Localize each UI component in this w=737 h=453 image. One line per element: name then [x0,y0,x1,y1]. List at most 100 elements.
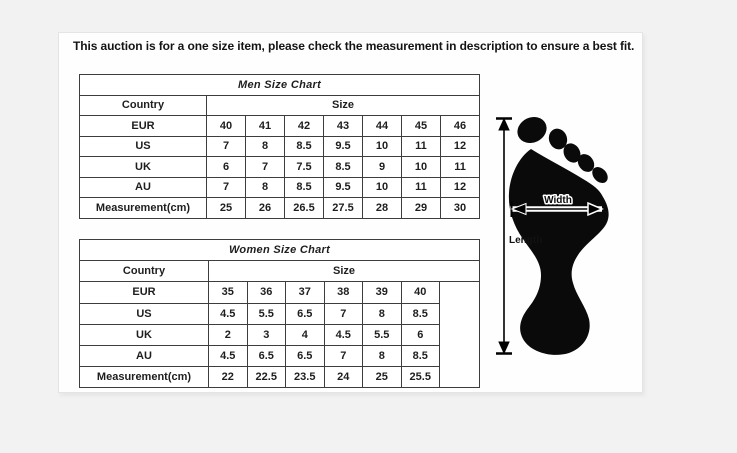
size-cell: 22.5 [246,366,286,389]
row-label: AU [79,176,207,198]
size-cell: 6 [206,156,246,178]
row-label: UK [79,323,209,346]
table-header-row: Country Size [79,94,481,116]
size-cell: 5.5 [246,302,286,325]
size-cell: 40 [206,115,246,137]
size-cell: 6.5 [285,302,325,325]
content-card: This auction is for a one size item, ple… [58,32,643,393]
width-label: Width [544,195,572,206]
size-cell: 8.5 [400,344,440,368]
size-cell: 12 [439,135,481,157]
size-cell: 23.5 [285,366,325,389]
size-cell: 10 [401,156,441,178]
country-header: Country [79,94,207,116]
size-cell: 35 [208,281,248,304]
size-cell: 12 [439,176,481,198]
size-cell: 37 [285,281,325,304]
size-cell: 9.5 [323,176,363,198]
size-cell: 25 [206,197,246,219]
size-cell: 7 [323,302,363,325]
size-cell: 7 [245,156,285,178]
table-row: EUR 35 36 37 38 39 40 [79,281,481,389]
size-cell: 7 [323,344,363,368]
size-cell: 44 [362,115,402,137]
country-header: Country [79,260,209,283]
row-label: Measurement(cm) [79,197,207,219]
size-cell: 7 [206,176,246,198]
size-cell: 9 [362,156,402,178]
size-cell: 7.5 [284,156,324,178]
size-cell: 25.5 [400,366,440,389]
size-cell: 8 [362,344,402,368]
size-cell: 8.5 [284,135,324,157]
length-arrow [496,117,512,355]
size-cell: 6 [400,323,440,346]
row-label: EUR [79,115,207,137]
width-arrow [510,201,604,217]
table-row: US 7 8 8.5 9.5 10 11 12 [79,135,481,157]
row-label: US [79,135,207,157]
size-cell: 30 [439,197,481,219]
table-title-row: Men Size Chart [78,74,481,96]
size-cell: 8.5 [323,156,363,178]
size-cell: 5.5 [362,323,402,346]
size-cell: 8 [245,135,285,157]
size-cell: 36 [246,281,286,304]
footprint-icon [508,117,609,355]
women-chart-title: Women Size Chart [78,238,481,262]
table-row: Measurement(cm) 22 22.5 23.5 24 25 25.5 [79,366,480,389]
size-cell: 39 [362,281,402,304]
size-cell: 9.5 [323,135,363,157]
size-cell: 26.5 [284,197,324,219]
empty-cell [438,281,481,389]
size-cell: 10 [362,135,402,157]
size-cell: 24 [323,366,363,389]
table-row: AU 7 8 8.5 9.5 10 11 12 [79,176,481,198]
table-row: UK 6 7 7.5 8.5 9 10 11 [79,156,481,178]
size-cell: 4.5 [208,302,248,325]
table-header-row: Country Size [79,260,481,283]
table-row: UK 2 3 4 4.5 5.5 6 [79,323,480,346]
size-cell: 7 [206,135,246,157]
size-cell: 6.5 [285,344,325,368]
row-label: EUR [79,281,209,304]
table-row: US 4.5 5.5 6.5 7 8 8.5 [79,302,480,325]
size-cell: 26 [245,197,285,219]
size-header: Size [205,94,481,116]
size-cell: 43 [323,115,363,137]
length-label: Length [509,235,542,246]
size-cell: 6.5 [246,344,286,368]
size-cell: 3 [246,323,286,346]
auction-notice: This auction is for a one size item, ple… [73,39,635,53]
foot-measurement-diagram: Length Width [489,105,634,367]
size-cell: 11 [439,156,481,178]
size-cell: 25 [362,366,402,389]
table-title-row: Women Size Chart [78,238,481,262]
size-cell: 4.5 [323,323,363,346]
men-size-chart-table: Men Size Chart Country Size EUR 40 41 42… [78,74,481,219]
size-cell: 40 [400,281,440,304]
table-row: Measurement(cm) 25 26 26.5 27.5 28 29 30 [79,197,481,219]
size-cell: 11 [401,135,441,157]
size-header: Size [207,260,481,283]
size-cell: 8.5 [284,176,324,198]
size-cell: 22 [208,366,248,389]
size-cell: 28 [362,197,402,219]
size-cell: 2 [208,323,248,346]
size-cell: 4.5 [208,344,248,368]
size-cell: 29 [401,197,441,219]
row-label: UK [79,156,207,178]
size-cell: 46 [439,115,481,137]
size-cell: 11 [401,176,441,198]
size-cell: 41 [245,115,285,137]
row-label: Measurement(cm) [79,366,209,389]
table-row: AU 4.5 6.5 6.5 7 8 8.5 [79,344,480,368]
size-cell: 8 [245,176,285,198]
size-cell: 42 [284,115,324,137]
row-label: US [79,302,209,325]
men-chart-title: Men Size Chart [78,74,481,96]
size-cell: 38 [323,281,363,304]
table-row: EUR 40 41 42 43 44 45 46 [79,115,481,137]
size-cell: 4 [285,323,325,346]
